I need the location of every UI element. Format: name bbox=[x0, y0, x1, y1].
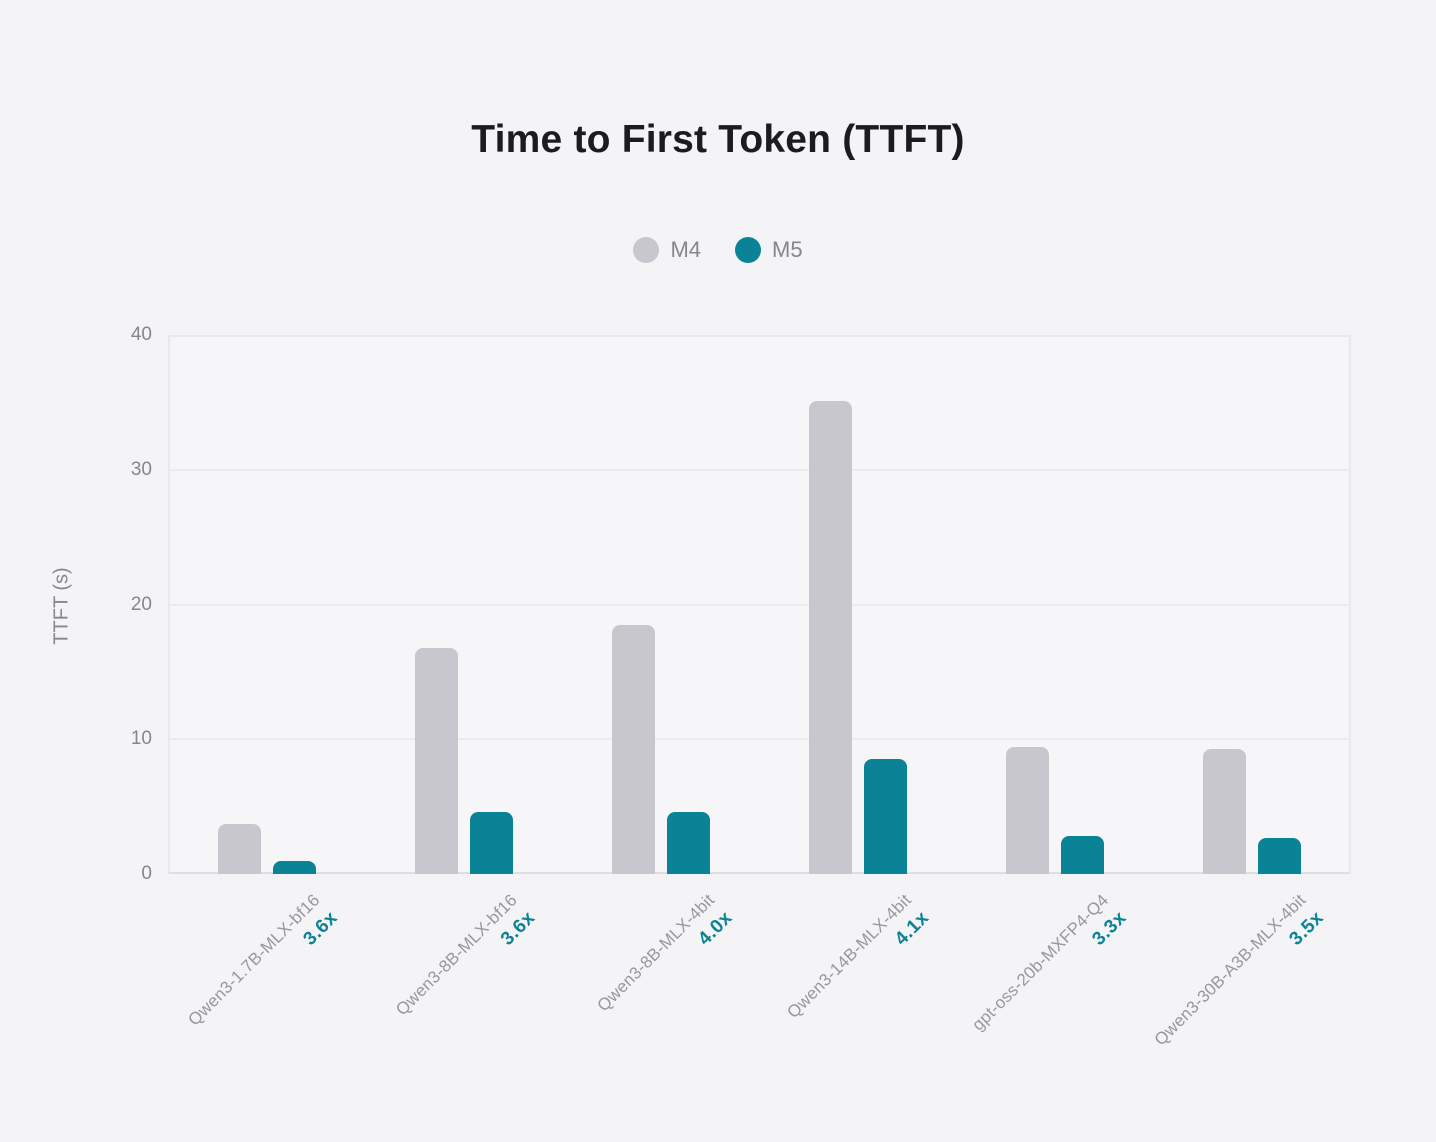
bar-m5 bbox=[1061, 835, 1105, 874]
bar-m4 bbox=[611, 624, 655, 874]
bar-m5 bbox=[469, 812, 513, 874]
bar-m4 bbox=[809, 401, 853, 874]
legend-swatch-m5-icon bbox=[735, 237, 761, 263]
gridline bbox=[170, 603, 1349, 606]
y-tick-label: 20 bbox=[130, 593, 152, 615]
x-axis-label: gpt-oss-20b-MXFP4-Q4 3.3x bbox=[967, 889, 1133, 1055]
legend-label-m5: M5 bbox=[772, 237, 803, 262]
speedup-label: 3.5x bbox=[1285, 907, 1328, 950]
bar-m4 bbox=[217, 824, 261, 874]
chart-title: Time to First Token (TTFT) bbox=[471, 118, 965, 161]
legend-item-m5: M5 bbox=[735, 237, 803, 263]
bar-m4 bbox=[1006, 747, 1050, 874]
bar-m4 bbox=[414, 647, 458, 874]
legend-label-m4: M4 bbox=[670, 237, 701, 262]
y-tick-label: 0 bbox=[141, 863, 152, 884]
legend-swatch-m4-icon bbox=[633, 237, 660, 263]
x-axis-label: Qwen3-8B-MLX-4bit 4.0x bbox=[592, 889, 739, 1036]
bar-m5 bbox=[666, 812, 710, 874]
bar-m5 bbox=[1258, 838, 1302, 874]
gridline bbox=[170, 738, 1349, 741]
x-category-label: Qwen3-30B-A3B-MLX-4bit bbox=[1150, 890, 1310, 1050]
y-tick-label: 10 bbox=[130, 728, 152, 750]
gridline bbox=[170, 468, 1349, 471]
y-tick-label: 30 bbox=[130, 458, 152, 480]
bar-m5 bbox=[864, 759, 908, 874]
legend-item-m4: M4 bbox=[633, 237, 701, 263]
legend: M4 M5 bbox=[0, 237, 1436, 263]
bar-m5 bbox=[272, 860, 316, 874]
x-axis-label: Qwen3-30B-A3B-MLX-4bit 3.5x bbox=[1149, 889, 1330, 1070]
bar-m4 bbox=[1203, 748, 1247, 874]
y-axis-label: TTFT (s) bbox=[50, 566, 73, 645]
x-axis-label: Qwen3-8B-MLX-bf16 3.6x bbox=[390, 889, 541, 1040]
x-axis-label: Qwen3-1.7B-MLX-bf16 3.6x bbox=[183, 889, 344, 1050]
x-axis-label: Qwen3-14B-MLX-4bit 4.1x bbox=[782, 889, 935, 1042]
y-tick-label: 40 bbox=[130, 324, 152, 345]
